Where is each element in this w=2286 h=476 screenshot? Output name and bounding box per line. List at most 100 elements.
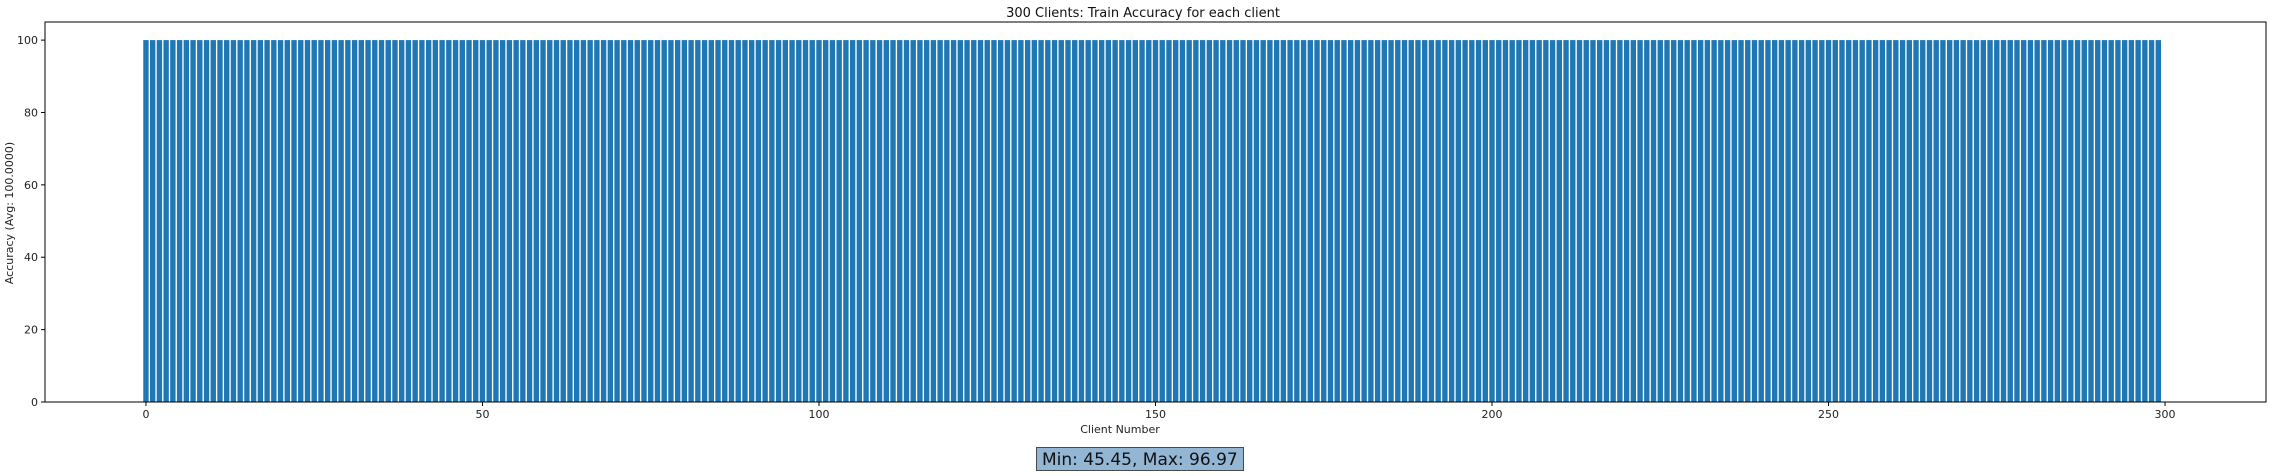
bar-client-7 bbox=[190, 40, 196, 402]
y-tick-label: 100 bbox=[17, 34, 38, 47]
bar-client-214 bbox=[1583, 40, 1589, 402]
bar-client-280 bbox=[2027, 40, 2034, 402]
bar-client-163 bbox=[1240, 40, 1246, 402]
bar-client-30 bbox=[345, 40, 351, 402]
bar-client-209 bbox=[1549, 40, 1556, 402]
bar-client-151 bbox=[1159, 40, 1165, 402]
bar-client-37 bbox=[392, 40, 398, 402]
bar-client-212 bbox=[1570, 40, 1576, 402]
bar-client-66 bbox=[587, 40, 593, 402]
bar-client-130 bbox=[1018, 40, 1024, 402]
y-tick-label: 80 bbox=[24, 106, 38, 119]
bar-client-272 bbox=[1973, 40, 1980, 402]
bar-client-296 bbox=[2135, 40, 2141, 402]
bar-client-45 bbox=[446, 40, 452, 402]
bar-client-44 bbox=[439, 40, 445, 402]
bar-client-231 bbox=[1697, 40, 1704, 402]
bar-client-239 bbox=[1751, 40, 1758, 402]
bar-client-250 bbox=[1825, 40, 1832, 402]
bar-client-277 bbox=[2007, 40, 2013, 402]
bar-client-249 bbox=[1819, 40, 1825, 402]
bar-client-178 bbox=[1341, 40, 1347, 402]
bar-client-193 bbox=[1442, 40, 1448, 402]
bar-client-60 bbox=[547, 40, 553, 402]
bar-client-98 bbox=[802, 40, 809, 402]
bar-client-147 bbox=[1132, 40, 1138, 402]
bar-client-175 bbox=[1321, 40, 1327, 402]
bar-client-261 bbox=[1899, 40, 1906, 402]
bar-client-139 bbox=[1078, 40, 1085, 402]
bar-client-268 bbox=[1946, 40, 1953, 402]
bar-client-138 bbox=[1072, 40, 1078, 402]
bar-client-104 bbox=[843, 40, 849, 402]
bar-client-88 bbox=[735, 40, 741, 402]
bar-client-255 bbox=[1859, 40, 1865, 402]
bar-client-258 bbox=[1879, 40, 1886, 402]
chart-title: 300 Clients: Train Accuracy for each cli… bbox=[1006, 6, 1280, 21]
bar-client-223 bbox=[1644, 40, 1650, 402]
bar-client-186 bbox=[1395, 40, 1401, 402]
bar-client-288 bbox=[2081, 40, 2087, 402]
bar-client-179 bbox=[1347, 40, 1354, 402]
bar-client-110 bbox=[883, 40, 889, 402]
y-tick-label: 20 bbox=[24, 324, 38, 337]
bar-client-29 bbox=[338, 40, 344, 402]
bar-client-91 bbox=[755, 40, 762, 402]
bar-client-148 bbox=[1139, 40, 1145, 402]
bar-client-95 bbox=[782, 40, 789, 402]
bar-client-180 bbox=[1354, 40, 1361, 402]
bar-client-266 bbox=[1933, 40, 1939, 402]
bar-client-244 bbox=[1785, 40, 1791, 402]
bar-client-228 bbox=[1677, 40, 1684, 402]
bar-client-140 bbox=[1085, 40, 1091, 402]
bar-client-167 bbox=[1267, 40, 1273, 402]
bar-client-61 bbox=[553, 40, 560, 402]
bar-client-1 bbox=[149, 40, 156, 402]
x-tick-label: 50 bbox=[475, 408, 489, 421]
bar-client-134 bbox=[1045, 40, 1051, 402]
bar-client-150 bbox=[1152, 40, 1159, 402]
bar-client-260 bbox=[1893, 40, 1899, 402]
bar-client-279 bbox=[2021, 40, 2027, 402]
bar-client-210 bbox=[1556, 40, 1563, 402]
bar-client-247 bbox=[1805, 40, 1812, 402]
bar-client-109 bbox=[876, 40, 883, 402]
bar-client-53 bbox=[499, 40, 506, 402]
bar-client-278 bbox=[2014, 40, 2020, 402]
bar-client-55 bbox=[513, 40, 519, 402]
bar-client-103 bbox=[836, 40, 842, 402]
bar-client-119 bbox=[944, 40, 950, 402]
bar-client-241 bbox=[1765, 40, 1771, 402]
bar-client-252 bbox=[1839, 40, 1845, 402]
bar-client-92 bbox=[762, 40, 768, 402]
min-max-annotation: Min: 45.45, Max: 96.97 bbox=[1036, 447, 1244, 471]
bar-client-206 bbox=[1529, 40, 1536, 402]
bar-client-160 bbox=[1220, 40, 1226, 402]
bar-client-32 bbox=[358, 40, 365, 402]
bar-client-21 bbox=[284, 40, 290, 402]
bar-client-19 bbox=[271, 40, 277, 402]
bar-client-22 bbox=[291, 40, 297, 402]
bar-client-217 bbox=[1603, 40, 1610, 402]
bar-client-13 bbox=[230, 40, 237, 402]
bar-client-81 bbox=[688, 40, 694, 402]
bar-client-149 bbox=[1146, 40, 1152, 402]
bar-client-132 bbox=[1031, 40, 1038, 402]
bar-client-113 bbox=[903, 40, 910, 402]
bar-client-77 bbox=[661, 40, 667, 402]
bar-client-265 bbox=[1926, 40, 1933, 402]
bar-client-166 bbox=[1260, 40, 1266, 402]
bar-client-287 bbox=[2074, 40, 2081, 402]
bar-client-75 bbox=[648, 40, 654, 402]
bar-client-86 bbox=[722, 40, 728, 402]
bar-client-253 bbox=[1846, 40, 1852, 402]
bar-client-243 bbox=[1778, 40, 1785, 402]
bar-client-297 bbox=[2142, 40, 2148, 402]
bar-client-20 bbox=[277, 40, 284, 402]
bar-client-128 bbox=[1004, 40, 1011, 402]
bar-client-49 bbox=[473, 40, 479, 402]
x-tick-label: 0 bbox=[142, 408, 149, 421]
x-tick-label: 200 bbox=[1482, 408, 1503, 421]
bar-client-34 bbox=[372, 40, 378, 402]
bar-client-123 bbox=[971, 40, 977, 402]
